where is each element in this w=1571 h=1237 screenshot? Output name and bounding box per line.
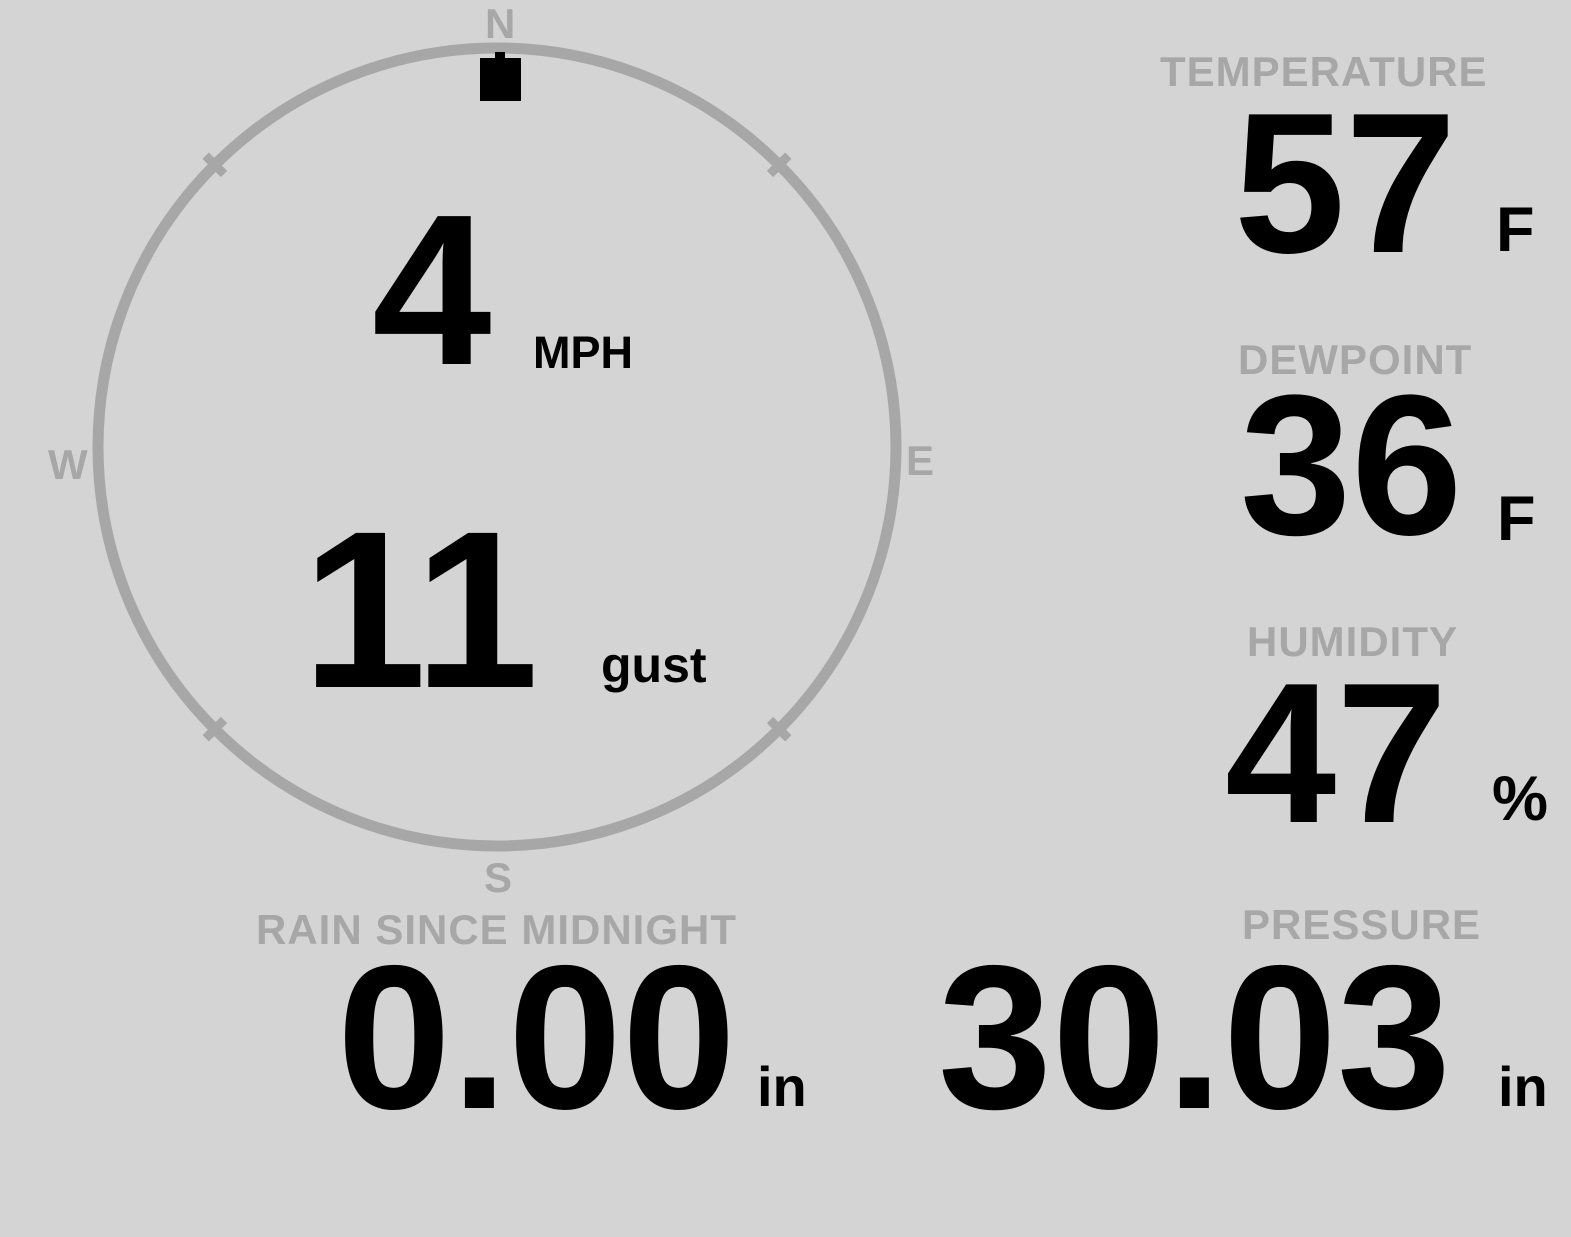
compass-dial xyxy=(92,42,902,852)
rain-value: 0.00 xyxy=(337,923,736,1152)
wind-gust-label: gust xyxy=(601,637,707,693)
wind-gust-value: 11 xyxy=(302,485,539,735)
tick-se xyxy=(766,716,792,742)
temperature-label: TEMPERATURE xyxy=(1160,48,1488,95)
tick-ne xyxy=(766,152,792,178)
rain-label: RAIN SINCE MIDNIGHT xyxy=(256,906,737,953)
temperature-unit: F xyxy=(1496,195,1535,265)
tick-nw xyxy=(202,152,228,178)
rain-unit: in xyxy=(757,1055,807,1118)
compass-ring xyxy=(92,42,902,852)
temperature-value: 57 xyxy=(1234,72,1457,295)
compass-label-north: N xyxy=(485,0,516,47)
wind-compass xyxy=(87,37,907,857)
dewpoint-label: DEWPOINT xyxy=(1238,336,1473,383)
compass-label-west: W xyxy=(48,441,88,488)
pressure-label: PRESSURE xyxy=(1242,901,1482,948)
compass-ticks xyxy=(202,152,792,742)
humidity-value: 47 xyxy=(1225,642,1448,865)
humidity-label: HUMIDITY xyxy=(1247,618,1458,665)
wind-speed-unit: MPH xyxy=(533,327,633,378)
wind-speed-value: 4 xyxy=(372,169,492,410)
wind-direction-marker xyxy=(480,52,521,101)
dewpoint-unit: F xyxy=(1497,484,1536,554)
compass-label-east: E xyxy=(906,437,935,484)
humidity-unit: % xyxy=(1492,764,1549,834)
dewpoint-value: 36 xyxy=(1240,354,1463,577)
pressure-unit: in xyxy=(1498,1055,1548,1118)
tick-sw xyxy=(202,716,228,742)
compass-label-south: S xyxy=(484,854,513,901)
pressure-value: 30.03 xyxy=(938,923,1452,1152)
